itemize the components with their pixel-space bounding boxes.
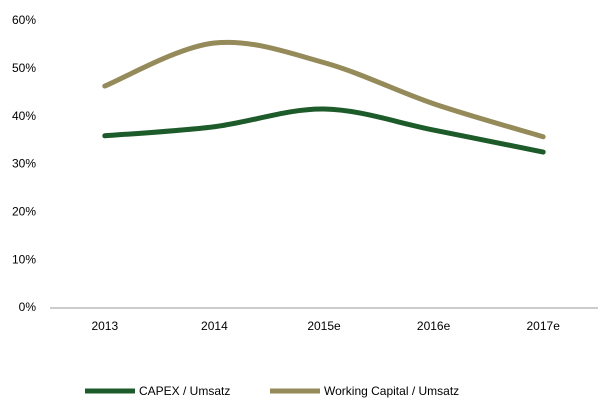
- x-tick-label: 2017e: [527, 319, 561, 333]
- y-tick-label: 50%: [12, 61, 36, 75]
- line-series: [102, 39, 546, 140]
- y-tick-label: 10%: [12, 252, 36, 266]
- legend-label: CAPEX / Umsatz: [139, 384, 230, 398]
- y-tick-label: 0%: [19, 300, 37, 314]
- y-tick-label: 30%: [12, 157, 36, 171]
- line-series: [102, 106, 546, 155]
- x-tick-label: 2013: [91, 319, 118, 333]
- x-tick-label: 2014: [201, 319, 228, 333]
- y-tick-label: 40%: [12, 109, 36, 123]
- y-tick-label: 20%: [12, 205, 36, 219]
- y-tick-label: 60%: [12, 13, 36, 27]
- x-tick-label: 2016e: [417, 319, 451, 333]
- x-tick-label: 2015e: [307, 319, 341, 333]
- legend-label: Working Capital / Umsatz: [324, 384, 459, 398]
